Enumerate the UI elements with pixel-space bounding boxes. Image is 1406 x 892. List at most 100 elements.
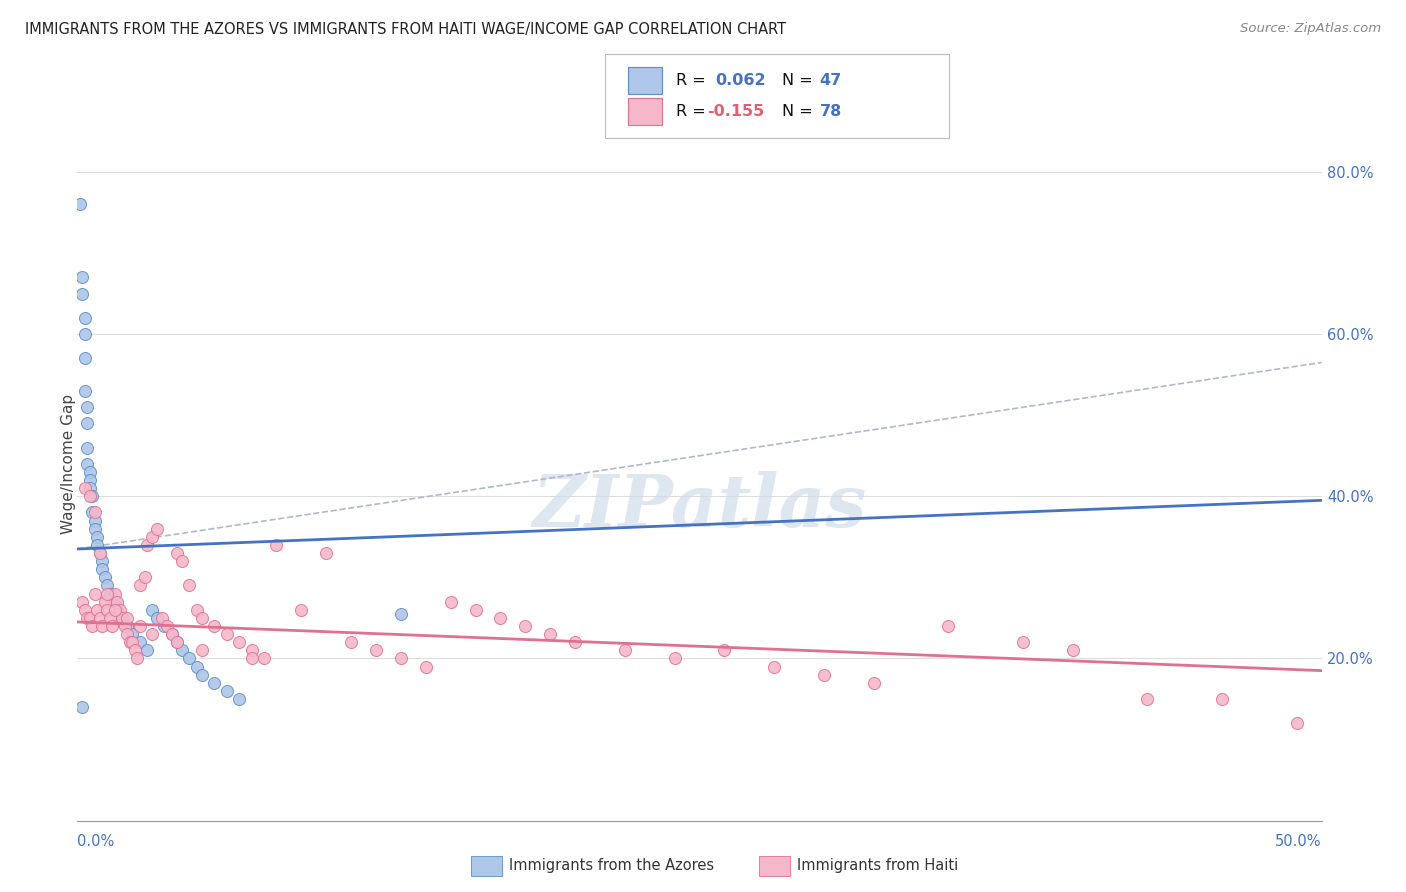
Point	[141, 530, 163, 544]
Point	[96, 603, 118, 617]
Point	[240, 651, 263, 665]
Point	[464, 603, 486, 617]
Text: N =: N =	[782, 73, 818, 87]
Point	[108, 603, 131, 617]
Point	[1285, 716, 1308, 731]
Point	[564, 635, 586, 649]
Text: R =: R =	[676, 73, 711, 87]
Point	[79, 489, 101, 503]
Point	[1012, 635, 1035, 649]
Point	[128, 635, 150, 649]
Point	[228, 635, 250, 649]
Point	[364, 643, 387, 657]
Point	[98, 586, 121, 600]
Point	[101, 619, 124, 633]
Point	[76, 441, 98, 455]
Point	[91, 562, 114, 576]
Point	[160, 627, 183, 641]
Point	[69, 197, 91, 211]
Point	[1062, 643, 1084, 657]
Text: 0.062: 0.062	[716, 73, 766, 87]
Point	[104, 586, 127, 600]
Point	[125, 651, 148, 665]
Point	[515, 619, 537, 633]
Point	[153, 619, 176, 633]
Point	[613, 643, 636, 657]
Point	[76, 611, 98, 625]
Text: -0.155: -0.155	[707, 104, 765, 119]
Point	[128, 578, 150, 592]
Point	[146, 611, 169, 625]
Point	[96, 578, 118, 592]
Text: Source: ZipAtlas.com: Source: ZipAtlas.com	[1240, 22, 1381, 36]
Point	[166, 635, 188, 649]
Point	[538, 627, 561, 641]
Text: Immigrants from Haiti: Immigrants from Haiti	[797, 858, 959, 872]
Point	[93, 570, 115, 584]
Point	[79, 481, 101, 495]
Text: IMMIGRANTS FROM THE AZORES VS IMMIGRANTS FROM HAITI WAGE/INCOME GAP CORRELATION : IMMIGRANTS FROM THE AZORES VS IMMIGRANTS…	[25, 22, 786, 37]
Point	[440, 595, 463, 609]
Point	[104, 595, 127, 609]
Point	[215, 684, 238, 698]
Text: 78: 78	[820, 104, 842, 119]
Point	[72, 286, 94, 301]
Point	[73, 384, 96, 398]
Point	[91, 554, 114, 568]
Point	[938, 619, 960, 633]
Point	[82, 619, 104, 633]
Point	[118, 635, 141, 649]
Point	[179, 578, 201, 592]
Point	[389, 607, 412, 621]
Point	[115, 619, 138, 633]
Point	[115, 627, 138, 641]
Point	[73, 351, 96, 366]
Point	[128, 619, 150, 633]
Point	[266, 538, 288, 552]
Point	[89, 546, 111, 560]
Point	[76, 400, 98, 414]
Point	[72, 700, 94, 714]
Point	[82, 489, 104, 503]
Point	[105, 595, 128, 609]
Point	[72, 270, 94, 285]
Point	[134, 570, 156, 584]
Point	[813, 667, 835, 681]
Point	[73, 310, 96, 325]
Text: N =: N =	[782, 104, 818, 119]
Point	[111, 611, 134, 625]
Point	[111, 611, 134, 625]
Point	[105, 603, 128, 617]
Point	[93, 595, 115, 609]
Y-axis label: Wage/Income Gap: Wage/Income Gap	[62, 393, 76, 534]
Point	[91, 619, 114, 633]
Point	[124, 643, 146, 657]
Point	[713, 643, 735, 657]
Point	[121, 627, 143, 641]
Point	[489, 611, 512, 625]
Point	[156, 619, 179, 633]
Point	[146, 522, 169, 536]
Point	[340, 635, 363, 649]
Point	[202, 619, 225, 633]
Point	[86, 603, 108, 617]
Point	[191, 643, 214, 657]
Point	[186, 603, 208, 617]
Text: 0.0%: 0.0%	[77, 834, 114, 849]
Point	[83, 506, 105, 520]
Text: ZIPatlas: ZIPatlas	[533, 471, 866, 542]
Point	[389, 651, 412, 665]
Point	[202, 675, 225, 690]
Text: Immigrants from the Azores: Immigrants from the Azores	[509, 858, 714, 872]
Point	[76, 457, 98, 471]
Point	[141, 603, 163, 617]
Point	[72, 595, 94, 609]
Point	[253, 651, 276, 665]
Point	[79, 465, 101, 479]
Point	[1211, 692, 1233, 706]
Point	[290, 603, 312, 617]
Point	[191, 667, 214, 681]
Point	[73, 481, 96, 495]
Point	[89, 611, 111, 625]
Point	[79, 611, 101, 625]
